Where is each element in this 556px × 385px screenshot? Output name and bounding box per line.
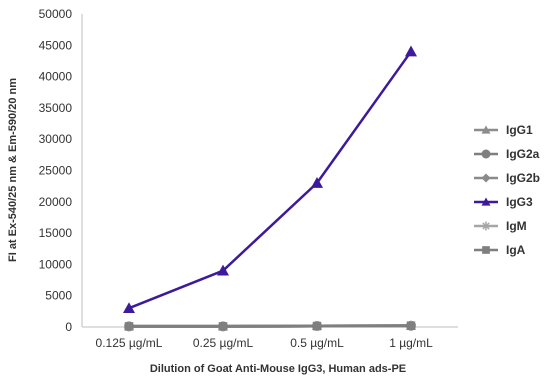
data-point-igg3: [311, 177, 323, 188]
legend-item-igg3: IgG3: [474, 195, 533, 209]
legend-item-igg2a: IgG2a: [474, 147, 540, 161]
y-tick-labels: 0 5000 10000 15000 20000 25000 30000 35000 40000…: [39, 7, 73, 334]
y-tick-label: 35000: [39, 101, 73, 115]
legend-label-igg2b: IgG2b: [506, 171, 540, 185]
axes: [81, 14, 458, 328]
y-tick-label: 0: [65, 320, 72, 334]
legend-marker-iga: [482, 246, 490, 254]
series-igg3: [123, 45, 417, 314]
x-tick-labels: 0.125 µg/mL 0.25 µg/mL 0.5 µg/mL 1 µg/mL: [96, 336, 434, 350]
legend-label-igg2a: IgG2a: [506, 147, 540, 161]
legend-marker-igg2b: [481, 173, 491, 183]
y-tick-label: 10000: [39, 257, 73, 271]
x-tick-label: 0.5 µg/mL: [290, 336, 344, 350]
series-iga: [124, 321, 416, 331]
data-point-iga: [406, 321, 416, 330]
series-line-igg3: [128, 50, 413, 310]
legend-marker-igg1: [481, 125, 491, 134]
legend-marker-igm: [481, 221, 491, 231]
y-tick-label: 20000: [39, 195, 73, 209]
legend: IgG1 IgG2a IgG2b IgG3 IgM IgA: [474, 123, 540, 257]
data-point-iga: [218, 322, 228, 331]
series-group: [123, 45, 417, 332]
legend-marker-igg3: [481, 197, 491, 206]
y-tick-label: 40000: [39, 70, 73, 84]
data-point-iga: [124, 322, 134, 331]
legend-marker-igg2a: [481, 149, 491, 159]
legend-label-igg1: IgG1: [506, 123, 533, 137]
data-point-igg3: [217, 264, 229, 276]
data-point-igg3: [123, 302, 135, 314]
legend-item-igg1: IgG1: [474, 123, 533, 137]
x-tick-label: 0.125 µg/mL: [96, 336, 163, 350]
legend-label-igm: IgM: [506, 219, 527, 233]
x-tick-label: 1 µg/mL: [389, 336, 433, 350]
legend-item-igg2b: IgG2b: [474, 171, 540, 185]
x-axis-label: Dilution of Goat Anti-Mouse IgG3, Human …: [150, 363, 406, 375]
y-tick-label: 5000: [45, 289, 72, 303]
y-tick-label: 15000: [39, 226, 73, 240]
legend-item-igm: IgM: [474, 219, 527, 233]
data-point-iga: [312, 321, 322, 331]
series-line-iga: [129, 324, 412, 328]
y-tick-label: 45000: [39, 38, 73, 52]
x-tick-label: 0.25 µg/mL: [193, 336, 254, 350]
data-point-igg3: [405, 45, 417, 57]
legend-label-iga: IgA: [506, 243, 526, 257]
legend-label-igg3: IgG3: [506, 195, 533, 209]
y-tick-label: 25000: [39, 164, 73, 178]
legend-item-iga: IgA: [474, 243, 526, 257]
y-tick-label: 50000: [39, 7, 73, 21]
y-axis-label: FI at Ex-540/25 nm & Em-590/20 nm: [7, 78, 19, 262]
y-tick-label: 30000: [39, 132, 73, 146]
